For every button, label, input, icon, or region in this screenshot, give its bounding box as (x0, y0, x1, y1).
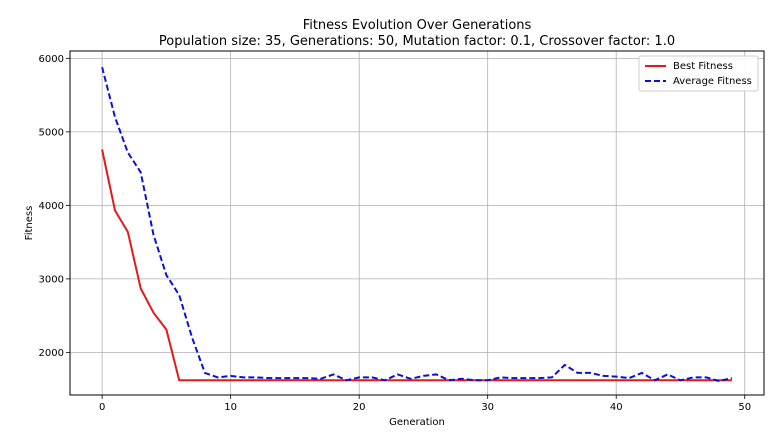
best-fitness-line (102, 150, 732, 381)
y-axis-label: Fitness (24, 206, 35, 241)
x-tick-label: 40 (610, 402, 623, 413)
chart-subtitle: Population size: 35, Generations: 50, Mu… (159, 34, 675, 49)
average-fitness-line (102, 67, 732, 381)
legend: Best Fitness Average Fitness (639, 56, 758, 91)
x-tick-label: 10 (224, 402, 237, 413)
y-tick-label: 6000 (39, 54, 64, 65)
plot-frame (70, 51, 764, 395)
x-axis-label: Generation (389, 417, 445, 428)
series-lines (102, 67, 732, 381)
y-tick-label: 3000 (39, 274, 64, 285)
x-tick-label: 50 (738, 402, 751, 413)
y-tick-label: 2000 (39, 348, 64, 359)
grid-lines (70, 51, 764, 395)
x-tick-label: 20 (353, 402, 366, 413)
x-tick-label: 30 (481, 402, 494, 413)
y-tick-label: 5000 (39, 127, 64, 138)
legend-average-fitness-label: Average Fitness (673, 76, 752, 87)
axis-ticks: 0 10 20 30 40 50 2000 3000 4000 5000 6000 (39, 54, 752, 413)
y-tick-label: 4000 (39, 201, 64, 212)
legend-best-fitness-label: Best Fitness (673, 61, 733, 72)
x-tick-label: 0 (99, 402, 105, 413)
chart-title: Fitness Evolution Over Generations (303, 18, 532, 33)
